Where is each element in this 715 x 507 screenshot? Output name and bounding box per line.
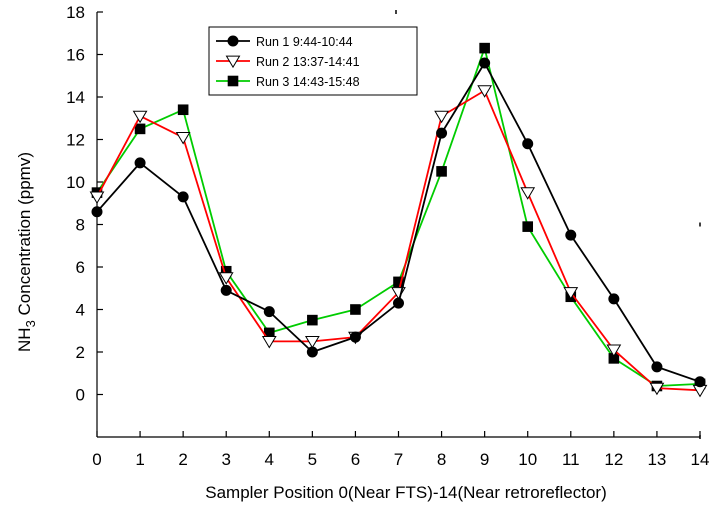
data-point — [479, 57, 491, 69]
data-point — [479, 42, 490, 54]
legend-entry: Run 2 13:37-14:41 — [216, 55, 360, 69]
tick-marks — [96, 11, 701, 437]
legend-marker — [225, 55, 241, 69]
data-point — [349, 331, 361, 343]
data-point — [220, 284, 232, 296]
data-point — [132, 110, 148, 124]
data-point — [434, 110, 449, 124]
legend-label: Run 1 9:44-10:44 — [256, 35, 353, 49]
x-tick-label: 12 — [604, 450, 623, 469]
x-tick-label: 0 — [92, 450, 101, 469]
x-tick-label: 6 — [351, 450, 360, 469]
data-point — [606, 344, 622, 358]
y-axis-title: NH3 Concentration (ppmv) — [15, 152, 38, 352]
x-tick-label: 9 — [480, 450, 489, 469]
y-tick-label: 0 — [76, 386, 85, 405]
y-tick-label: 4 — [76, 301, 85, 320]
legend-marker — [227, 35, 239, 47]
x-tick-label: 8 — [437, 450, 446, 469]
data-series — [89, 42, 708, 398]
x-tick-label: 4 — [265, 450, 274, 469]
data-point — [651, 361, 663, 373]
data-point — [261, 336, 277, 349]
data-point — [522, 221, 534, 232]
y-tick-label: 8 — [76, 216, 85, 235]
data-point — [436, 127, 448, 139]
data-point — [177, 191, 189, 203]
data-point — [608, 293, 620, 305]
legend-label: Run 2 13:37-14:41 — [256, 55, 360, 69]
y-tick-label: 18 — [66, 3, 85, 22]
data-point — [134, 123, 146, 135]
data-point — [522, 138, 534, 150]
data-point — [175, 132, 191, 145]
data-point — [436, 166, 447, 177]
y-tick-label: 14 — [66, 88, 85, 107]
data-point — [89, 191, 105, 205]
x-tick-label: 1 — [135, 450, 144, 469]
data-point — [307, 314, 318, 326]
x-tick-label: 13 — [647, 450, 666, 469]
data-point — [477, 85, 493, 98]
data-point — [91, 206, 103, 218]
series-1 — [91, 57, 706, 388]
y-axis-title-subscript: 3 — [23, 320, 38, 327]
x-axis-title: Sampler Position 0(Near FTS)-14(Near ret… — [205, 483, 607, 502]
x-tick-label: 2 — [178, 450, 187, 469]
data-point — [393, 297, 404, 309]
data-point — [218, 272, 234, 285]
legend: Run 1 9:44-10:44 Run 2 13:37-14:41 Run 3 1… — [208, 26, 418, 96]
y-tick-label: 12 — [66, 131, 85, 150]
x-tick-label: 3 — [221, 450, 230, 469]
series-2 — [89, 85, 708, 398]
data-point — [177, 104, 189, 116]
data-point — [649, 382, 665, 396]
data-point — [134, 157, 146, 169]
y-axis-title-rest: Concentration (ppmv) — [15, 152, 34, 320]
data-point — [565, 229, 577, 241]
y-tick-label: 16 — [66, 46, 85, 65]
x-tick-label: 10 — [518, 450, 537, 469]
data-point — [520, 187, 536, 200]
data-point — [304, 336, 320, 349]
legend-entry: Run 3 14:43-15:48 — [216, 75, 360, 89]
data-point — [694, 376, 706, 388]
data-point — [350, 304, 361, 315]
data-point — [263, 306, 275, 318]
x-tick-label: 5 — [308, 450, 317, 469]
x-tick-label: 7 — [394, 450, 403, 469]
legend-entry: Run 1 9:44-10:44 — [216, 35, 353, 49]
series-line — [96, 47, 701, 387]
data-point — [563, 287, 579, 300]
x-tick-label: 14 — [691, 450, 710, 469]
legend-marker — [227, 75, 239, 87]
legend-label: Run 3 14:43-15:48 — [256, 75, 360, 89]
y-axis-title-main: NH — [15, 327, 34, 352]
data-point — [306, 346, 318, 358]
y-tick-label: 10 — [66, 173, 85, 192]
y-tick-label: 6 — [76, 258, 85, 277]
y-tick-label: 2 — [76, 343, 85, 362]
x-tick-label: 11 — [562, 450, 580, 469]
